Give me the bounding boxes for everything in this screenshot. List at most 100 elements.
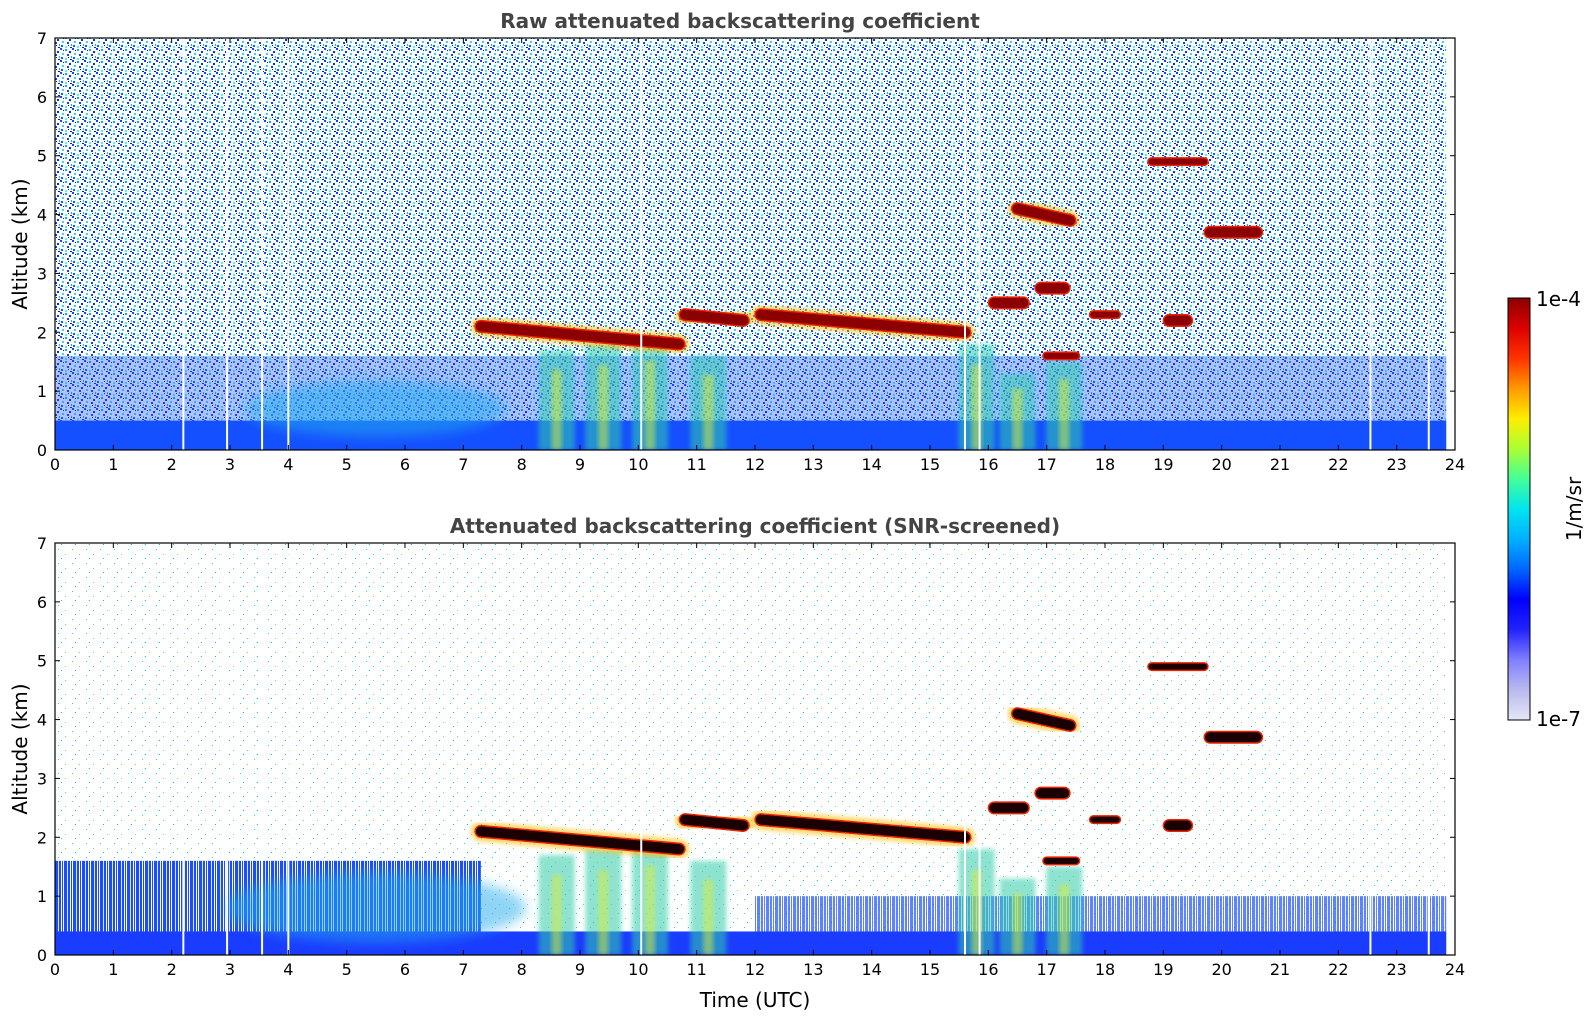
data-gap [182,38,185,450]
raw-heatmap-image [55,38,1455,450]
cloud-layer [680,814,749,831]
x-tick-label: 9 [575,960,585,979]
x-tick-label: 16 [978,960,998,979]
colorbar-min-label: 1e-7 [1536,707,1581,731]
data-gap [261,543,264,955]
precip-core [598,870,609,955]
data-gap [1369,38,1372,450]
x-tick-label: 8 [517,960,527,979]
y-tick-label: 1 [37,382,47,401]
cloud-layer [755,309,970,338]
x-tick-label: 11 [686,455,706,474]
x-tick-label: 9 [575,455,585,474]
x-tick-label: 12 [745,455,765,474]
x-tick-label: 8 [517,455,527,474]
x-tick-label: 24 [1445,960,1465,979]
colorbar-gradient [1507,297,1531,721]
x-tick-label: 13 [803,455,823,474]
x-tick-label: 5 [342,960,352,979]
aerosol-plume [245,380,506,437]
precip-core [1059,884,1070,955]
x-tick-label: 10 [628,960,648,979]
data-gap [978,543,981,955]
y-tick-label: 5 [37,147,47,166]
x-tick-label: 11 [686,960,706,979]
x-tick-label: 21 [1270,455,1290,474]
cloud-layer [475,321,685,350]
data-gap [640,543,643,955]
colorbar: 1e-4 1e-7 1/m/sr [1507,287,1586,731]
data-gap [640,38,643,450]
y-tick-label: 2 [37,828,47,847]
precip-core [1012,388,1023,450]
x-tick-label: 20 [1211,455,1231,474]
y-tick-label: 2 [37,323,47,342]
x-tick-label: 24 [1445,455,1465,474]
x-tick-label: 7 [458,960,468,979]
x-tick-label: 6 [400,455,410,474]
x-tick-label: 14 [861,960,881,979]
x-tick-label: 7 [458,455,468,474]
y-tick-label: 5 [37,652,47,671]
precip-core [551,369,562,450]
x-axis-label: Time (UTC) [699,988,811,1012]
y-tick-label: 0 [37,441,47,460]
x-tick-label: 18 [1095,455,1115,474]
screened-panel-title: Attenuated backscattering coefficient (S… [450,514,1060,538]
y-tick-label: 7 [37,534,47,553]
data-gap [226,543,229,955]
x-tick-label: 2 [167,960,177,979]
x-tick-label: 12 [745,960,765,979]
data-gap [978,38,981,450]
colorbar-max-label: 1e-4 [1536,287,1581,311]
y-tick-label: 6 [37,88,47,107]
x-tick-label: 18 [1095,960,1115,979]
cloud-layer [680,309,749,326]
raw-x-axis: 0 1 2 3 4 5 6 7 8 9 10 11 12 13 14 15 16 17 18 19 20 21 22 23 24 [50,38,1465,474]
data-gap [964,38,966,450]
x-tick-label: 17 [1036,960,1056,979]
raw-panel-title: Raw attenuated backscattering coefficien… [500,9,980,33]
y-tick-label: 4 [37,711,47,730]
x-tick-label: 2 [167,455,177,474]
screened-y-axis: 0 1 2 3 4 5 6 7 [37,534,1455,965]
x-tick-label: 10 [628,455,648,474]
cloud-layer [1012,203,1075,226]
x-tick-label: 5 [342,455,352,474]
y-tick-label: 4 [37,206,47,225]
cloud-layer [755,814,970,843]
x-tick-label: 6 [400,960,410,979]
x-tick-label: 19 [1153,455,1173,474]
x-tick-label: 22 [1328,960,1348,979]
y-tick-label: 3 [37,769,47,788]
x-tick-label: 3 [225,455,235,474]
x-tick-label: 16 [978,455,998,474]
x-tick-label: 15 [920,455,940,474]
y-tick-label: 3 [37,264,47,283]
data-gap [1427,38,1430,450]
aerosol-plume [225,872,526,943]
x-tick-label: 22 [1328,455,1348,474]
precip-core [645,360,655,450]
screened-y-axis-label: Altitude (km) [8,683,32,814]
screened-heatmap-image [55,543,1455,955]
precip-core [645,865,655,955]
x-tick-label: 0 [50,455,60,474]
x-tick-label: 1 [108,455,118,474]
x-tick-label: 13 [803,960,823,979]
precip-core [1012,893,1023,955]
precip-core [551,874,562,955]
no-data-edge [1446,543,1455,955]
precip-core [703,374,714,450]
y-tick-label: 6 [37,593,47,612]
screened-backscatter-panel: Attenuated backscattering coefficient (S… [8,514,1465,1012]
x-tick-label: 1 [108,960,118,979]
precip-core [971,870,982,955]
x-tick-label: 15 [920,960,940,979]
raw-y-axis-label: Altitude (km) [8,178,32,309]
precip-core [1059,379,1070,450]
precip-core [703,879,714,955]
no-data-edge [1446,38,1455,450]
data-gap [964,543,966,955]
